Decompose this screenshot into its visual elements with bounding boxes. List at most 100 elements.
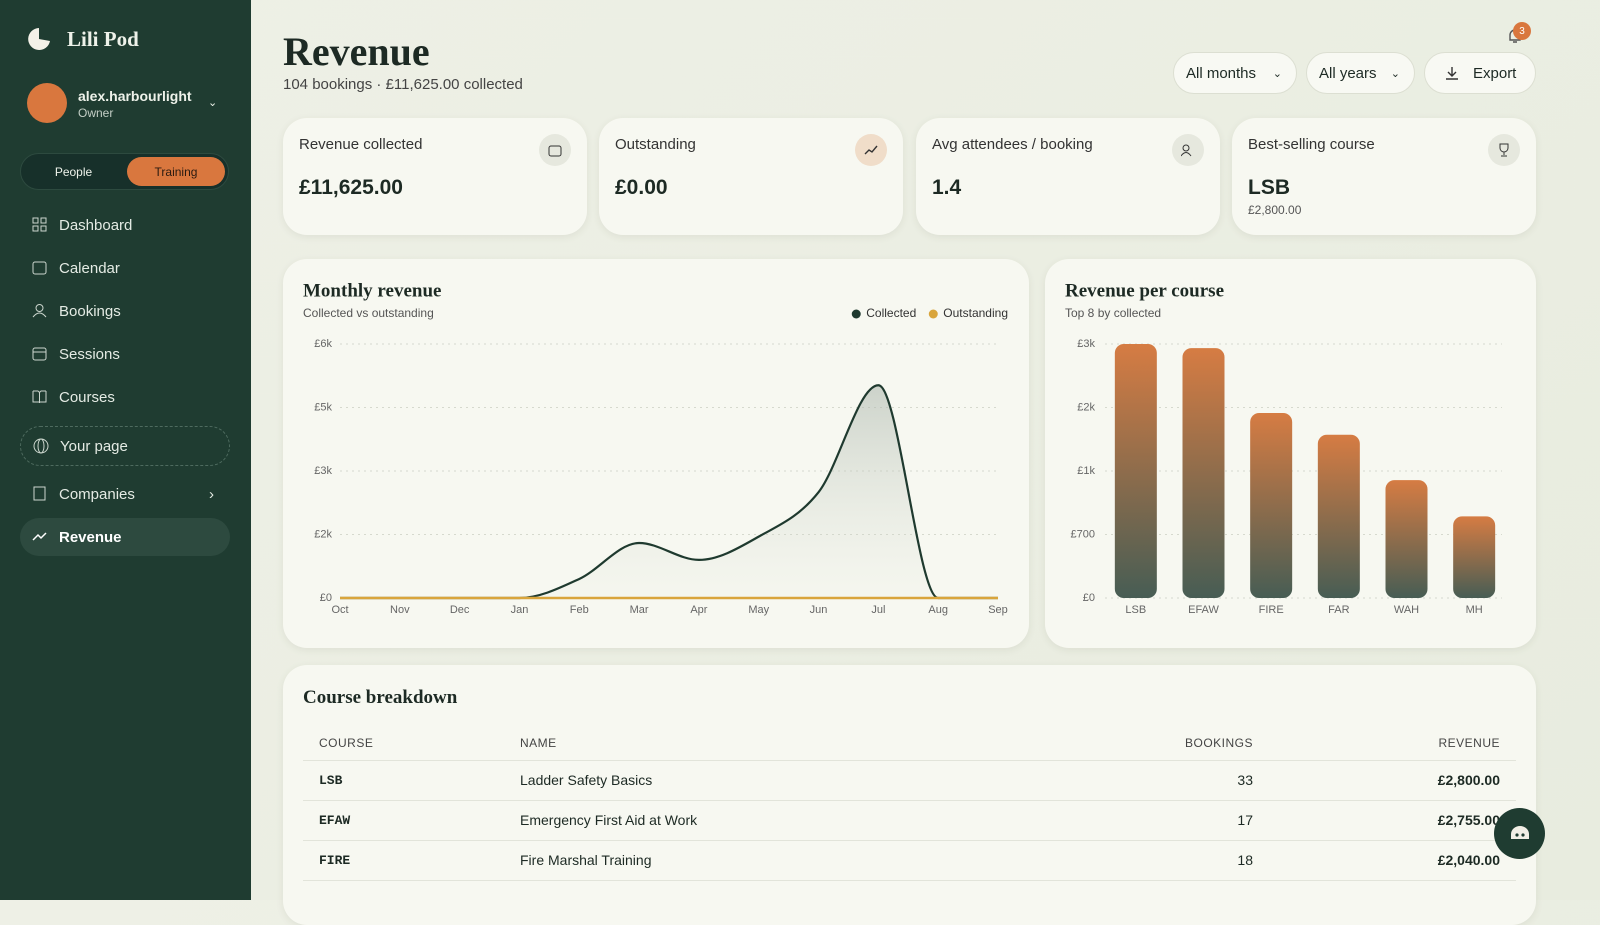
bar xyxy=(1317,434,1360,598)
cell: £2,040.00 xyxy=(1269,840,1516,881)
export-label: Export xyxy=(1473,64,1517,82)
filter-label: All months xyxy=(1186,64,1257,82)
chat-button[interactable] xyxy=(1494,808,1545,859)
nav-item[interactable]: Dashboard xyxy=(20,206,230,244)
chart-subtitle: Collected vs outstanding xyxy=(303,306,434,320)
x-tick-label: Mar xyxy=(630,604,649,616)
page-subtitle: 104 bookings · £11,625.00 collected xyxy=(283,76,523,93)
toggle-training[interactable]: Training xyxy=(127,157,225,186)
table-title: Course breakdown xyxy=(303,687,458,708)
bar xyxy=(1385,480,1428,598)
nav-item-active[interactable]: Revenue xyxy=(20,518,230,556)
x-tick-label: Apr xyxy=(690,604,707,616)
x-tick-label: Jan xyxy=(511,604,529,616)
stat-card: Revenue collected £11,625.00 xyxy=(283,118,587,235)
chevron[interactable]: ⌄ xyxy=(208,97,218,109)
bar xyxy=(1182,348,1225,598)
y-tick-label: £5k xyxy=(314,401,332,413)
user-name: alex.harbourlight xyxy=(78,88,192,104)
x-tick-label: WAH xyxy=(1394,604,1419,616)
column-header: REVENUE xyxy=(1269,726,1516,761)
x-tick-label: Sep xyxy=(988,604,1008,616)
export-button[interactable]: Export xyxy=(1424,52,1536,94)
stat-value: £11,625.00 xyxy=(299,176,403,199)
stat-card: Best-selling course LSB £2,800.00 xyxy=(1232,118,1536,235)
y-tick-label: £2k xyxy=(314,528,332,540)
charts: Monthly revenue Collected vs outstanding £… xyxy=(303,280,1502,616)
legend-swatch xyxy=(851,309,861,319)
stat-icon xyxy=(855,134,887,166)
x-tick-label: LSB xyxy=(1125,604,1146,616)
y-tick-label: £6k xyxy=(314,338,332,350)
cell: 17 xyxy=(1021,800,1269,841)
stat-label: Revenue collected xyxy=(299,136,423,153)
legend-label: Collected xyxy=(866,306,916,320)
y-tick-label: £0 xyxy=(320,592,332,604)
column-header: COURSE xyxy=(303,726,504,761)
cell: Emergency First Aid at Work xyxy=(504,800,1022,841)
nav-item[interactable]: Sessions xyxy=(20,335,230,373)
x-tick-label: Jul xyxy=(871,604,885,616)
sidebar: Lili Pod alex.harbourlight Owner ⌄ Peopl… xyxy=(0,0,251,900)
nav-label: Companies xyxy=(59,485,135,503)
bar xyxy=(1250,412,1293,598)
year-filter[interactable]: All years ⌄ xyxy=(1306,52,1415,94)
y-tick-label: £700 xyxy=(1071,528,1095,540)
x-tick-label: Jun xyxy=(810,604,828,616)
nav-label: Dashboard xyxy=(59,216,133,234)
cell: Fire Marshal Training xyxy=(504,840,1022,881)
x-tick-label: Nov xyxy=(390,604,410,616)
filter-label: All years xyxy=(1319,64,1377,82)
cell: LSB xyxy=(303,760,504,801)
column-header: BOOKINGS xyxy=(1021,726,1269,761)
stat-value: 1.4 xyxy=(932,176,962,199)
y-tick-label: £0 xyxy=(1083,592,1095,604)
stat-value: £0.00 xyxy=(615,176,668,199)
x-tick-label: FIRE xyxy=(1259,604,1284,616)
legend-swatch xyxy=(928,309,938,319)
toggle-people[interactable]: People xyxy=(54,164,93,179)
column-header: NAME xyxy=(504,726,1022,761)
cell: £2,755.00 xyxy=(1269,800,1516,841)
nav-label: Sessions xyxy=(59,345,120,363)
x-tick-label: FAR xyxy=(1328,604,1349,616)
nav-item[interactable]: Calendar xyxy=(20,249,230,287)
stat-value: LSB xyxy=(1248,176,1290,199)
stat-label: Outstanding xyxy=(615,136,696,153)
nav-item[interactable]: Bookings xyxy=(20,292,230,330)
nav-label: Courses xyxy=(59,388,115,406)
stat-icon xyxy=(1488,134,1520,166)
y-tick-label: £2k xyxy=(1077,401,1095,413)
y-tick-label: £3k xyxy=(314,465,332,477)
stat-label: Best-selling course xyxy=(1248,136,1375,153)
nav-label: Calendar xyxy=(59,259,120,277)
bar xyxy=(1114,344,1157,598)
legend-label: Outstanding xyxy=(943,306,1008,320)
stat-card: Avg attendees / booking 1.4 xyxy=(916,118,1220,235)
stat-icon xyxy=(1172,134,1204,166)
x-tick-label: Dec xyxy=(450,604,470,616)
nav-label: Revenue xyxy=(59,528,122,546)
notification-badge: 3 xyxy=(1513,22,1531,40)
nav-item[interactable]: Courses xyxy=(20,378,230,416)
avatar[interactable] xyxy=(27,83,67,123)
x-tick-label: Feb xyxy=(570,604,589,616)
cell: £2,800.00 xyxy=(1269,760,1516,801)
nav-label: Your page xyxy=(60,437,128,455)
brand: Lili Pod xyxy=(67,27,139,51)
logo xyxy=(28,28,50,50)
course-table: COURSE NAME BOOKINGS REVENUE LSB Ladder Safe… xyxy=(303,726,1516,881)
x-tick-label: Aug xyxy=(928,604,948,616)
cell: FIRE xyxy=(303,840,504,881)
month-filter[interactable]: All months ⌄ xyxy=(1173,52,1297,94)
cell: EFAW xyxy=(303,800,504,841)
stat-note: £2,800.00 xyxy=(1248,203,1302,217)
stat-icon xyxy=(539,134,571,166)
nav-item[interactable]: Companies › xyxy=(20,475,230,513)
nav-label: Bookings xyxy=(59,302,121,320)
bar xyxy=(1453,516,1496,598)
y-tick-label: £1k xyxy=(1077,465,1095,477)
chart-title: Revenue per course xyxy=(1065,280,1224,301)
x-tick-label: EFAW xyxy=(1188,604,1219,616)
nav-item[interactable]: Your page xyxy=(20,426,230,466)
